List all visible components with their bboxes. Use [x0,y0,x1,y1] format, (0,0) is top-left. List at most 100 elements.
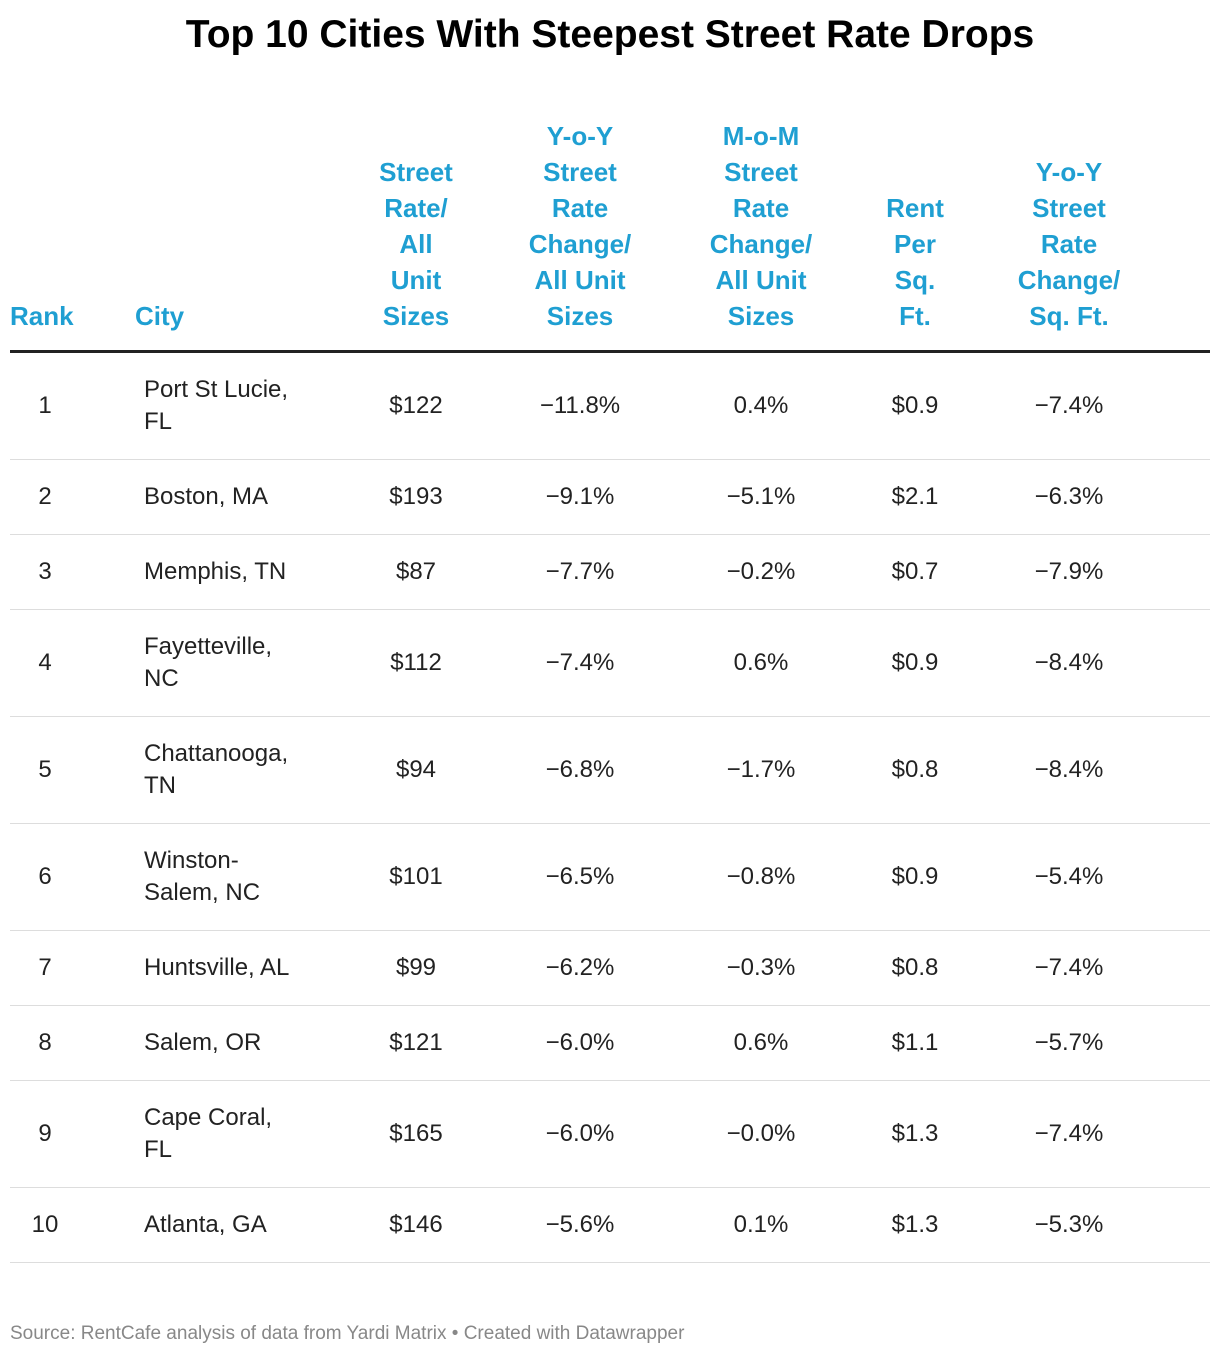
table-cell: −6.2% [492,930,668,1006]
column-header-text: City [135,301,185,331]
cell-text: $193 [389,483,443,510]
cell-text: −5.3% [1034,1211,1104,1238]
cell-text: $122 [389,392,443,419]
table-cell: −0.8% [668,823,854,931]
cell-text: −7.4% [1034,954,1104,981]
table-cell: Salem, OR [135,1005,340,1081]
cell-text: −7.4% [1034,392,1104,419]
cell-text: Cape Coral, FL [144,1104,273,1163]
table-cell: −7.4% [976,1080,1162,1188]
table-cell: $0.8 [854,930,976,1006]
table-cell: −7.4% [976,930,1162,1006]
cell-text: 1 [38,392,52,419]
cell-text: $112 [390,649,442,676]
cell-text: Boston, MA [144,483,269,510]
table-cell: Fayetteville, NC [135,609,340,717]
table-cell: Port St Lucie, FL [135,351,340,460]
cell-text: $1.3 [891,1120,939,1147]
table-cell: Atlanta, GA [135,1187,340,1263]
cell-text: −6.8% [545,756,615,783]
table-cell: 10 [10,1187,135,1263]
table-row: 8 Salem, OR $121 −6.0% 0.6% $1.1 −5.7% [10,1005,1210,1081]
table-body: 1 Port St Lucie, FL $122 −11.8% 0.4% $0.9 −7.4… [10,351,1210,1263]
cell-text: $0.9 [891,863,939,890]
table-cell [1162,930,1210,1006]
table-cell: 0.6% [668,609,854,717]
cell-text: −5.6% [545,1211,615,1238]
cell-text: $87 [395,558,437,585]
table-cell: −6.0% [492,1080,668,1188]
table-row: 9 Cape Coral, FL $165 −6.0% −0.0% $1.3 −7.4% [10,1080,1210,1188]
cell-text: $0.9 [891,392,939,419]
column-header-text: M-o-M Street Rate Change/ All Unit Sizes [709,121,813,331]
table-cell: $122 [340,351,492,460]
cell-text: −6.0% [545,1120,615,1147]
column-header-text: Rank [10,301,74,331]
table-row: 7 Huntsville, AL $99 −6.2% −0.3% $0.8 −7.4% [10,930,1210,1006]
table-cell: −5.4% [976,823,1162,931]
table-cell: $165 [340,1080,492,1188]
table-cell: −5.3% [976,1187,1162,1263]
cell-text: Winston-Salem, NC [144,847,261,906]
table-row: 10 Atlanta, GA $146 −5.6% 0.1% $1.3 −5.3% [10,1187,1210,1263]
table: Rank City Street Rate/ All Unit Sizes Y-o-Y… [10,118,1210,1263]
cell-text: $0.8 [891,954,939,981]
table-cell: $0.9 [854,609,976,717]
table-cell: Boston, MA [135,459,340,535]
cell-text: −5.7% [1034,1029,1104,1056]
cell-text: 7 [38,954,52,981]
table-cell: −5.1% [668,459,854,535]
table-cell: $87 [340,534,492,610]
table-cell: 5 [10,716,135,824]
table-cell: −0.3% [668,930,854,1006]
table-cell [1162,609,1210,717]
source-note: Source: RentCafe analysis of data from Y… [10,1323,685,1344]
table-row: 3 Memphis, TN $87 −7.7% −0.2% $0.7 −7.9% [10,534,1210,610]
cell-text: −9.1% [545,483,615,510]
table-cell: $1.1 [854,1005,976,1081]
cell-text: −7.9% [1034,558,1104,585]
table-cell [1162,716,1210,824]
table-cell [1162,823,1210,931]
cell-text: 9 [38,1120,52,1147]
table-cell: 4 [10,609,135,717]
table-cell: 7 [10,930,135,1006]
column-header: Y-o-Y Street Rate Change/ All Unit Sizes [492,118,668,353]
column-header-text: Y-o-Y Street Rate Change/ Sq. Ft. [1017,157,1121,331]
column-header: M-o-M Street Rate Change/ All Unit Sizes [668,118,854,353]
table-cell: −1.7% [668,716,854,824]
table-cell: −5.7% [976,1005,1162,1081]
cell-text: 0.6% [733,1029,789,1056]
column-header-text: Y-o-Y Street Rate Change/ All Unit Sizes [528,121,632,331]
cell-text: −7.7% [545,558,615,585]
cell-text: $0.8 [891,756,939,783]
table-cell: 0.4% [668,351,854,460]
cell-text: $165 [389,1120,443,1147]
column-header: City [135,118,340,353]
cell-text: −11.8% [539,392,621,419]
column-header: Rent Per Sq. Ft. [854,118,976,353]
table-row: 2 Boston, MA $193 −9.1% −5.1% $2.1 −6.3% [10,459,1210,535]
table-row: 6 Winston-Salem, NC $101 −6.5% −0.8% $0.9 −5.4… [10,823,1210,931]
cell-text: −7.4% [1034,1120,1104,1147]
table-cell: 6 [10,823,135,931]
cell-text: −6.2% [545,954,615,981]
table-cell: Cape Coral, FL [135,1080,340,1188]
cell-text: $146 [389,1211,443,1238]
cell-text: Salem, OR [144,1029,262,1056]
cell-text: Chattanooga, TN [144,740,289,799]
table-cell: Winston-Salem, NC [135,823,340,931]
table-cell: 3 [10,534,135,610]
cell-text: −5.4% [1034,863,1104,890]
table-cell [1162,1187,1210,1263]
cell-text: $121 [389,1029,443,1056]
table-cell: 0.6% [668,1005,854,1081]
cell-text: Fayetteville, NC [144,633,273,692]
table-cell: 9 [10,1080,135,1188]
cell-text: −1.7% [726,756,796,783]
table-cell: $94 [340,716,492,824]
cell-text: $0.9 [891,649,939,676]
table-cell: $121 [340,1005,492,1081]
cell-text: −6.0% [545,1029,615,1056]
cell-text: 4 [38,649,52,676]
